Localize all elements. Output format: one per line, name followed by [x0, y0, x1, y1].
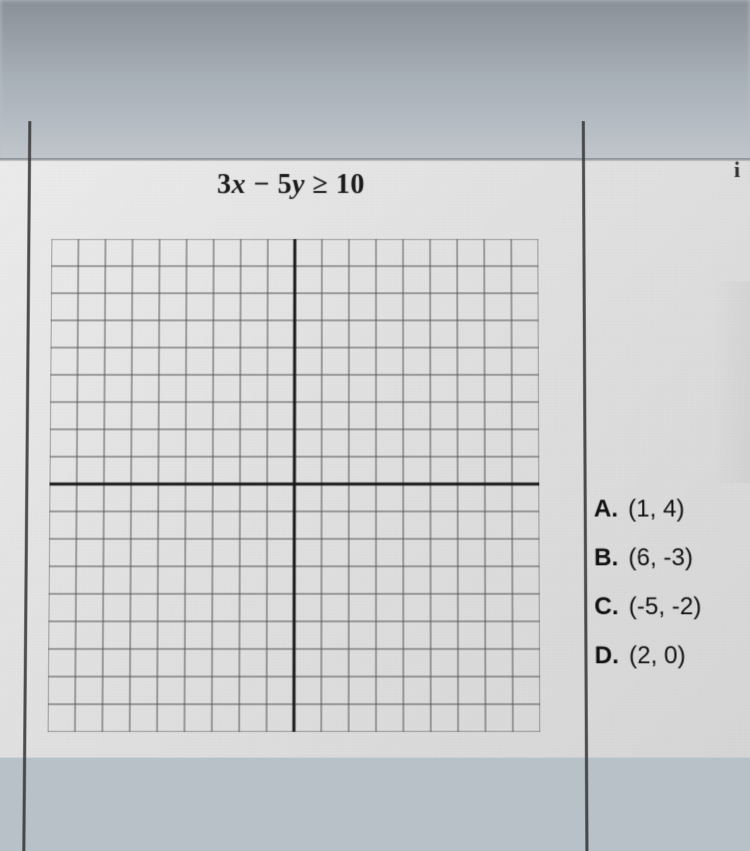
coordinate-grid: [48, 239, 541, 732]
rhs: 10: [336, 169, 365, 200]
answer-choices: A.(1, 4)B.(6, -3)C.(-5, -2)D.(2, 0): [594, 495, 702, 691]
answer-choice: A.(1, 4): [594, 495, 701, 523]
table-cell-divider-left: [22, 121, 31, 851]
answer-choice: C.(-5, -2): [594, 593, 701, 622]
rel-ge: ≥: [305, 169, 336, 200]
answer-letter: A.: [594, 495, 628, 523]
table-cell-divider-right: [582, 121, 589, 851]
answer-coord: (-5, -2): [629, 593, 702, 622]
answer-letter: C.: [594, 593, 629, 622]
page-edge-shadow: [711, 281, 750, 483]
answer-letter: D.: [594, 642, 629, 671]
answer-coord: (2, 0): [629, 642, 686, 671]
coef-2: 5: [277, 169, 292, 200]
inequality-expression: 3x − 5y ≥ 10: [0, 169, 582, 201]
answer-coord: (6, -3): [628, 544, 693, 572]
op-minus: −: [246, 169, 278, 200]
var-x: x: [231, 169, 246, 200]
answer-coord: (1, 4): [628, 495, 685, 523]
answer-choice: B.(6, -3): [594, 544, 701, 572]
answer-choice: D.(2, 0): [594, 642, 701, 671]
var-y: y: [292, 169, 305, 200]
answer-letter: B.: [594, 544, 628, 572]
stray-text: i: [734, 157, 740, 183]
coef-1: 3: [217, 169, 232, 200]
